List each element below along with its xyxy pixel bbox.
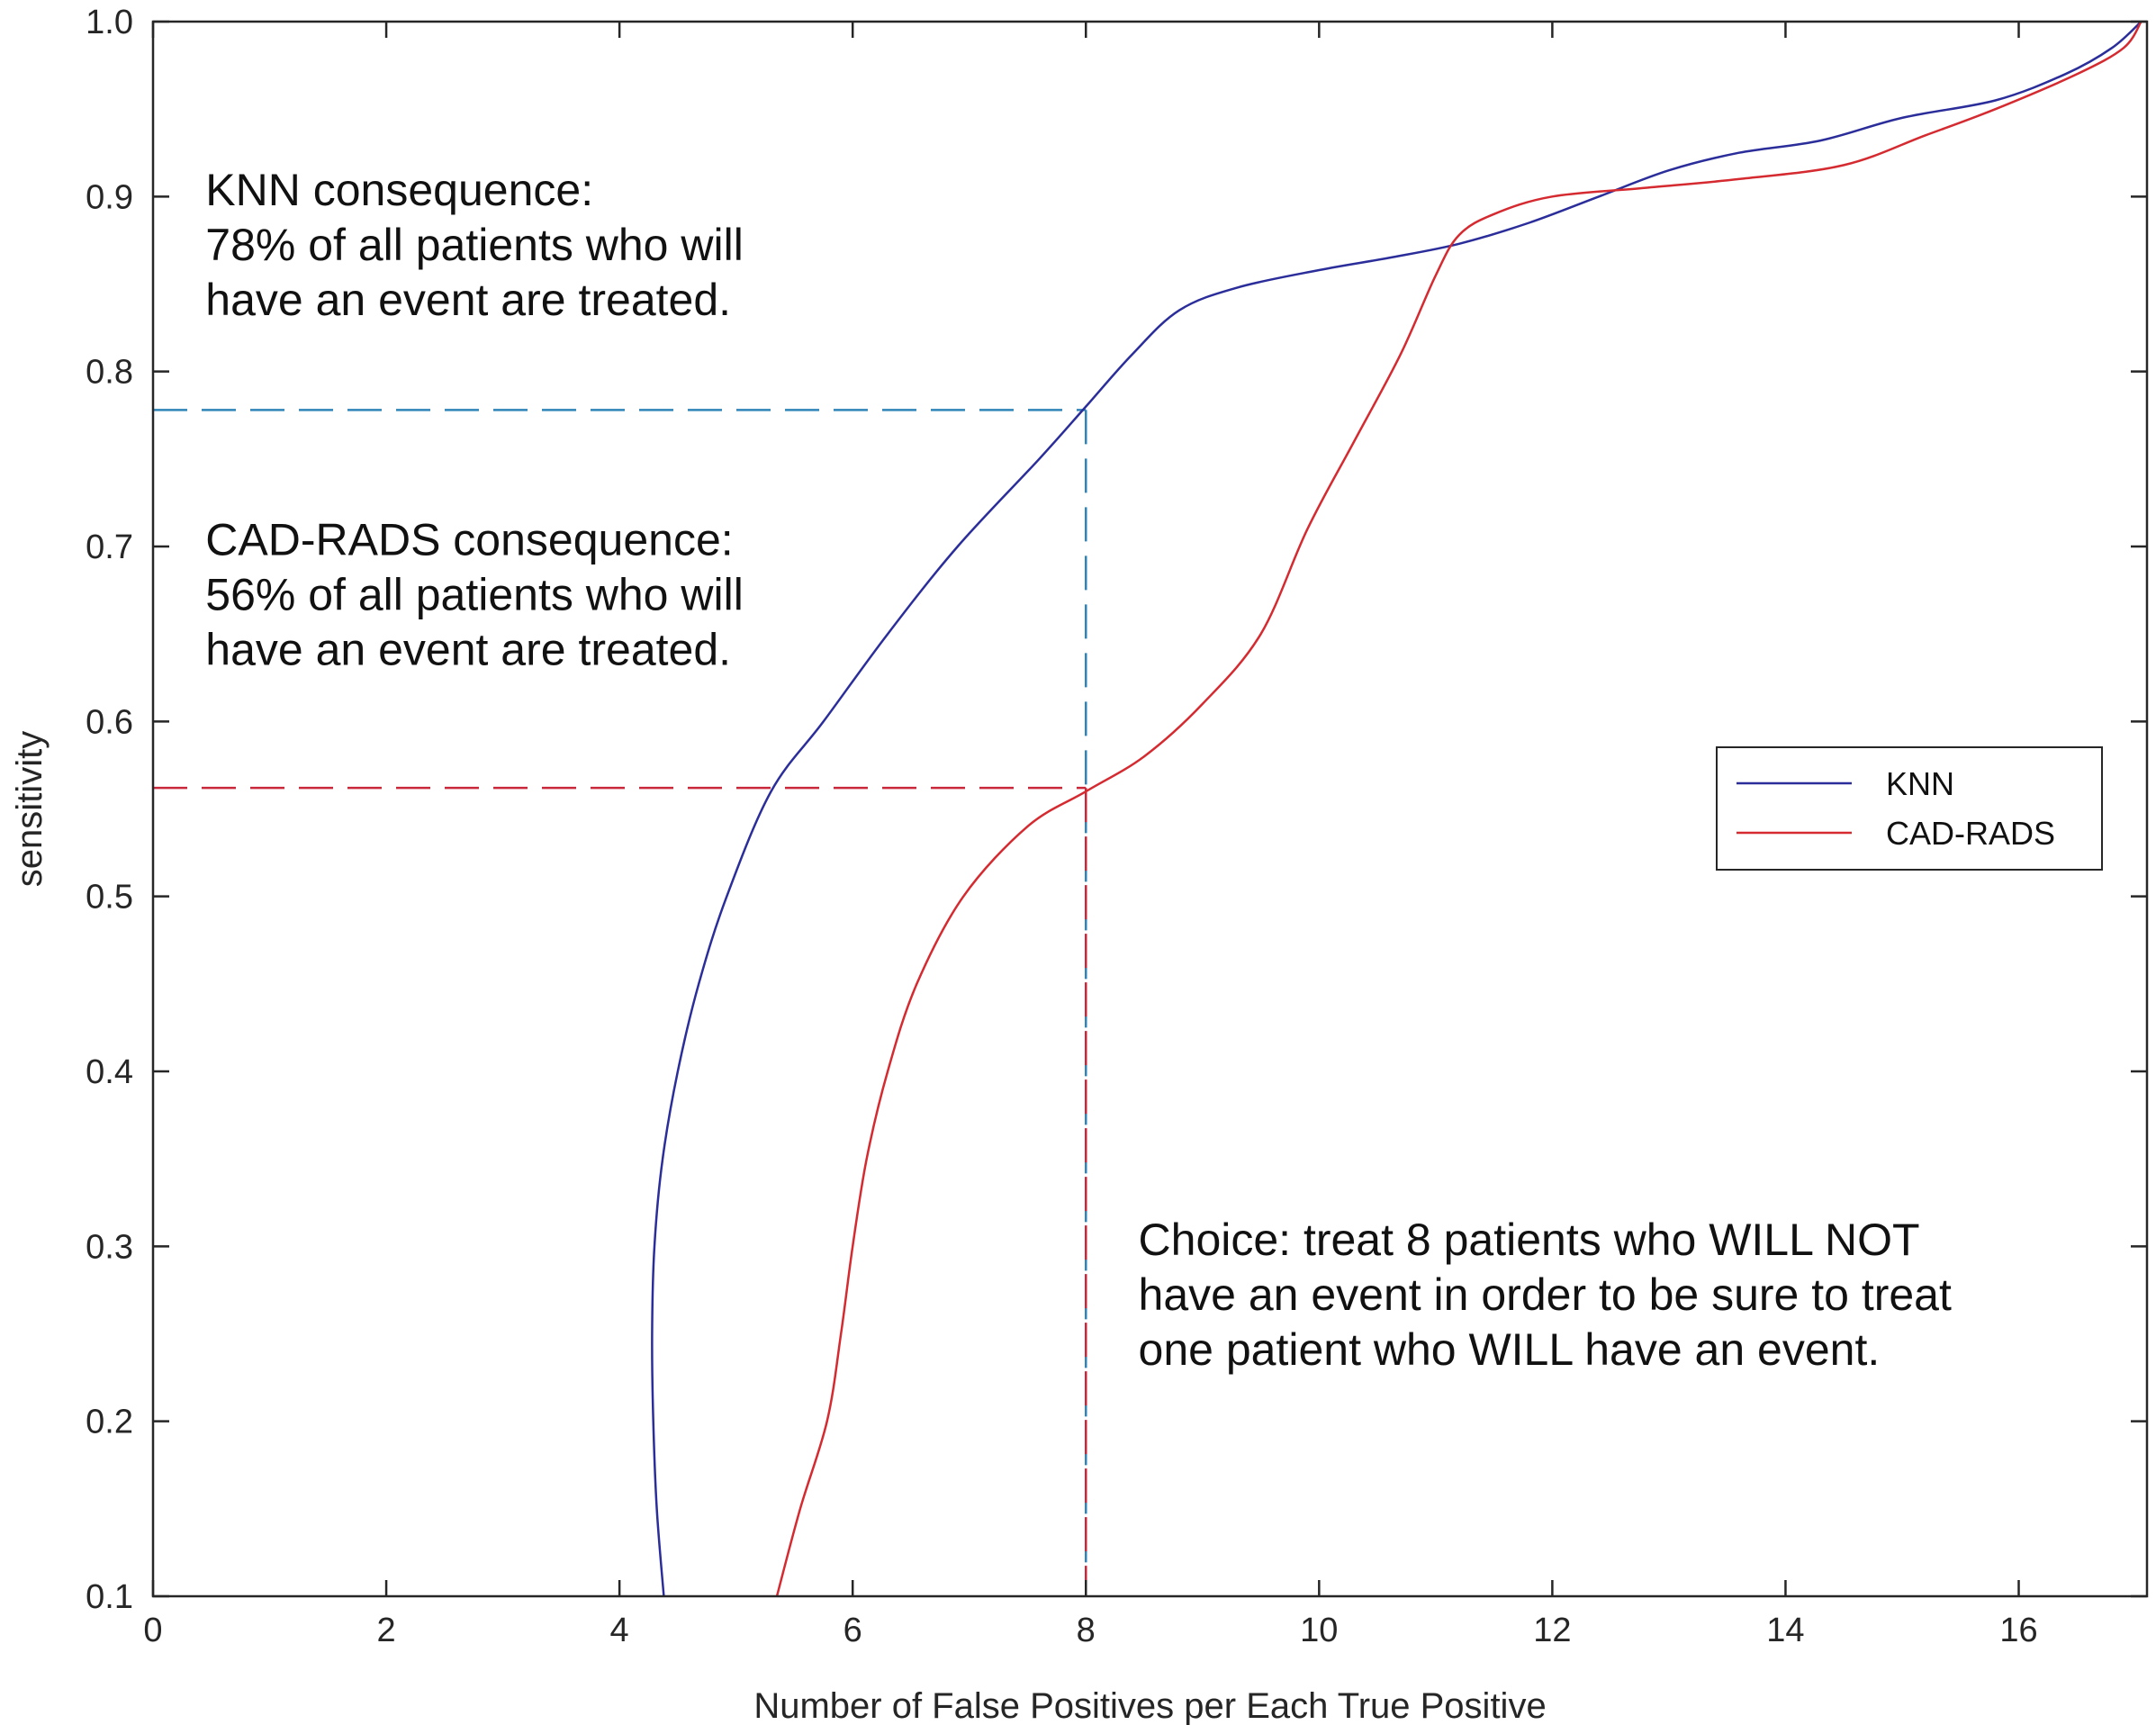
annotation-line: KNN consequence: [205,165,593,215]
annotation-text: CAD-RADS consequence: 56% of all patients… [205,515,744,675]
x-tick-labels: 0 2 4 6 8 10 12 14 16 [143,1612,2037,1649]
annotation-line: CAD-RADS consequence: [205,515,733,565]
y-tick-label: 0.3 [86,1228,133,1266]
x-axis-title: Number of False Positives per Each True … [753,1686,1546,1725]
series-lines [651,21,2142,1597]
x-tick-label: 8 [1077,1612,1096,1649]
y-tick-label: 0.2 [86,1404,133,1441]
legend-box [1716,746,2103,871]
reference-lines [153,409,1087,1596]
y-tick-label: 0.9 [86,178,133,216]
cad-rads-legend-label: CAD-RADS [1886,815,2055,852]
annotation-text: KNN consequence: 78% of all patients who … [205,165,744,325]
annotation-line: Choice: treat 8 patients who WILL NOT [1139,1215,1920,1265]
axis-ticks [151,20,2147,1598]
x-tick-label: 0 [143,1612,162,1649]
x-tick-label: 10 [1300,1612,1338,1649]
y-tick-labels: 0.1 0.2 0.3 0.4 0.5 0.6 0.7 0.8 0.9 1.0 [86,4,133,1616]
annotation-line: have an event in order to be sure to tre… [1139,1269,1952,1320]
x-tick-label: 2 [376,1612,395,1649]
y-axis-title: sensitivity [10,731,50,887]
x-tick-label: 6 [843,1612,862,1649]
annotation-line: one patient who WILL have an event. [1139,1324,1881,1375]
x-tick-label: 16 [1999,1612,2037,1649]
x-tick-label: 4 [610,1612,629,1649]
knn-legend-label: KNN [1886,765,1954,802]
y-tick-label: 0.6 [86,703,133,741]
y-tick-label: 0.7 [86,528,133,566]
x-tick-label: 12 [1533,1612,1571,1649]
annotations: KNN consequence: 78% of all patients who … [205,165,1952,1375]
y-tick-label: 0.8 [86,354,133,392]
annotation-line: have an event are treated. [205,625,731,675]
annotation-line: 78% of all patients who will [205,220,744,270]
x-tick-label: 14 [1766,1612,1804,1649]
y-tick-label: 1.0 [86,4,133,41]
legend: KNN CAD-RADS [1716,746,2103,871]
knn-series-line [651,21,2142,1597]
annotation-line: have an event are treated. [205,275,731,325]
axes-frame [151,20,2149,1598]
y-tick-label: 0.1 [86,1578,133,1616]
y-tick-label: 0.4 [86,1053,133,1091]
annotation-text: Choice: treat 8 patients who WILL NOT hav… [1139,1215,1952,1375]
y-tick-label: 0.5 [86,879,133,917]
cad-rads-series-line [775,21,2142,1597]
annotation-line: 56% of all patients who will [205,570,744,620]
